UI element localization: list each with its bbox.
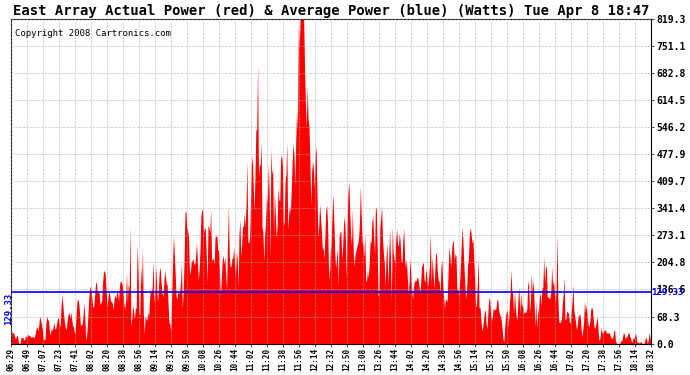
Text: 129.33: 129.33 (651, 288, 683, 297)
Title: East Array Actual Power (red) & Average Power (blue) (Watts) Tue Apr 8 18:47: East Array Actual Power (red) & Average … (13, 4, 649, 18)
Text: 129.33: 129.33 (3, 292, 12, 325)
Text: Copyright 2008 Cartronics.com: Copyright 2008 Cartronics.com (14, 29, 170, 38)
